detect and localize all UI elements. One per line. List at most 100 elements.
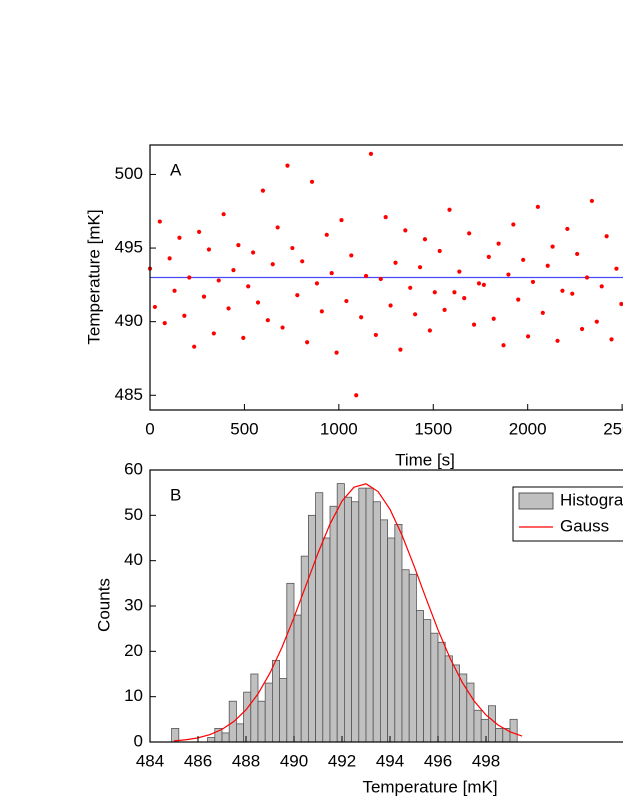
bar: [286, 582, 295, 743]
point: [349, 253, 354, 258]
point: [594, 319, 599, 324]
point: [260, 188, 266, 193]
point: [422, 237, 428, 242]
panel-label: A: [170, 160, 182, 179]
point: [609, 337, 614, 342]
y-tick-label: 500: [115, 164, 143, 183]
point: [309, 179, 315, 184]
point: [162, 321, 167, 326]
point: [599, 284, 604, 289]
point: [525, 334, 531, 339]
bar: [351, 501, 360, 743]
x-tick-label: 500: [230, 419, 258, 438]
bar: [423, 619, 432, 743]
point: [221, 212, 226, 217]
bar: [358, 487, 367, 743]
bar: [243, 691, 252, 743]
y-tick-label: 485: [115, 385, 143, 404]
y-tick-label: 0: [134, 731, 143, 750]
bar: [264, 682, 273, 743]
point: [471, 322, 477, 327]
bar: [336, 483, 345, 743]
point: [305, 340, 310, 345]
point: [496, 241, 501, 246]
x-tick-label: 1500: [414, 419, 452, 438]
point: [530, 279, 536, 285]
point: [491, 316, 496, 321]
point: [280, 325, 285, 330]
x-tick-label: 488: [232, 751, 260, 770]
point: [329, 270, 334, 276]
point: [314, 281, 320, 286]
bar: [408, 573, 417, 743]
bar: [379, 519, 388, 743]
point: [167, 256, 172, 261]
point: [265, 318, 270, 323]
point: [295, 293, 300, 298]
point: [373, 332, 378, 338]
x-tick-label: 2500: [603, 419, 623, 438]
point: [354, 393, 359, 398]
point: [383, 215, 388, 220]
point: [378, 276, 383, 282]
fit-curve: [173, 483, 523, 742]
point: [516, 297, 521, 302]
point: [442, 307, 447, 312]
point: [560, 288, 565, 293]
point: [584, 275, 590, 280]
point: [363, 273, 369, 279]
point: [545, 263, 550, 268]
point: [216, 278, 221, 283]
bar: [372, 501, 381, 743]
point: [172, 288, 177, 293]
bar: [271, 660, 280, 743]
point: [319, 309, 324, 314]
point: [275, 225, 280, 230]
point: [604, 234, 609, 239]
x-axis-label: Time [s]: [395, 450, 455, 469]
bar: [451, 664, 460, 743]
y-tick-label: 40: [124, 550, 143, 569]
bar: [257, 700, 266, 743]
point: [255, 300, 261, 305]
y-tick-label: 10: [124, 686, 143, 705]
point: [157, 219, 162, 224]
point: [236, 243, 241, 248]
point: [476, 281, 482, 286]
x-tick-label: 494: [376, 751, 404, 770]
point: [565, 226, 570, 232]
point: [506, 272, 511, 277]
legend-label: Gauss: [560, 516, 609, 535]
point: [481, 282, 486, 287]
point: [467, 231, 472, 236]
bar: [207, 737, 216, 743]
point: [324, 232, 329, 237]
x-tick-label: 496: [424, 751, 452, 770]
point: [413, 312, 418, 317]
x-tick-label: 492: [328, 751, 356, 770]
y-tick-label: 495: [115, 238, 143, 257]
x-tick-label: 484: [136, 751, 164, 770]
point: [417, 265, 423, 270]
point: [226, 306, 231, 311]
point: [619, 301, 623, 307]
point: [570, 291, 575, 296]
legend-swatch: [518, 492, 554, 510]
point: [447, 207, 452, 212]
bar: [437, 641, 446, 743]
point: [231, 268, 236, 273]
point: [550, 244, 555, 249]
point: [437, 248, 442, 254]
point: [432, 290, 437, 295]
point: [334, 350, 339, 355]
point: [511, 222, 516, 227]
y-tick-label: 490: [115, 311, 143, 330]
point: [575, 251, 580, 257]
bar: [315, 492, 324, 743]
point: [540, 310, 545, 315]
bar: [444, 655, 453, 743]
point: [211, 331, 216, 336]
point: [393, 260, 398, 265]
point: [408, 285, 413, 290]
y-axis-label: Temperature [mK]: [84, 209, 103, 344]
